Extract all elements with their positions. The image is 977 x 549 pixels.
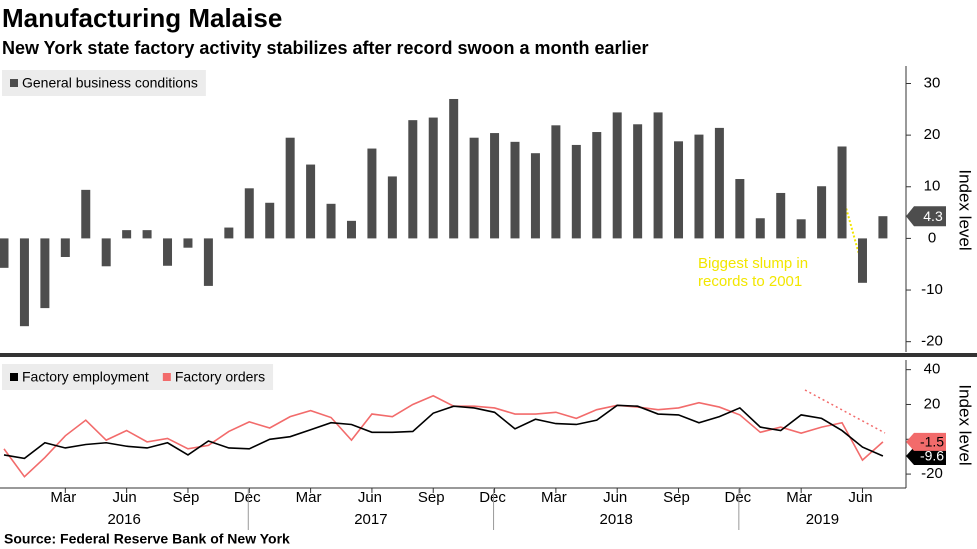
y-axis-label: Index level	[956, 169, 975, 250]
bar	[265, 202, 275, 239]
y-axis-label: Index level	[956, 384, 975, 465]
legend-swatch	[10, 79, 18, 87]
bar	[878, 216, 888, 239]
legend-label: Factory orders	[175, 369, 265, 385]
year-label: 2016	[107, 511, 140, 528]
bar	[817, 186, 827, 239]
year-label: 2019	[806, 511, 839, 528]
legend: General business conditions	[2, 70, 206, 96]
y-tick-label: 20	[924, 126, 941, 143]
bar	[735, 179, 745, 239]
bar	[633, 124, 643, 239]
x-tick-label: Jun	[358, 489, 382, 506]
bar	[60, 238, 70, 257]
bar	[306, 164, 316, 239]
value-tag	[906, 446, 946, 465]
value-tag-label: -1.5	[920, 434, 944, 450]
value-tag-label: 4.3	[923, 208, 943, 224]
x-tick-label: Jun	[848, 489, 872, 506]
bar	[592, 132, 602, 239]
y-tick-label: 40	[924, 361, 941, 378]
legend-swatch	[10, 373, 18, 381]
series-line	[3, 394, 884, 478]
y-tick-label: 0	[928, 229, 936, 246]
value-tag-label: -9.6	[920, 448, 944, 464]
bar	[367, 148, 377, 239]
bar	[40, 238, 50, 309]
bar	[776, 192, 786, 239]
legend-swatch	[162, 373, 171, 381]
y-tick-label: -10	[921, 281, 943, 298]
panel-divider	[0, 353, 977, 357]
bar	[163, 238, 173, 266]
x-tick-label: Sep	[418, 489, 445, 506]
bar	[612, 112, 622, 239]
legend: Factory employment Factory orders	[2, 364, 274, 390]
bar	[81, 189, 91, 239]
x-tick-label: Mar	[786, 489, 812, 506]
bar	[449, 98, 459, 239]
bar	[674, 141, 684, 239]
bar	[510, 141, 520, 239]
legend-bg	[2, 70, 206, 96]
bar	[101, 238, 111, 267]
chart-subtitle: New York state factory activity stabiliz…	[2, 38, 649, 58]
x-tick-label: Dec	[234, 489, 261, 506]
source: Source: Federal Reserve Bank of New York	[4, 531, 290, 547]
bar	[244, 188, 254, 239]
x-tick-label: Mar	[541, 489, 567, 506]
bar	[203, 238, 213, 286]
x-tick-label: Sep	[663, 489, 690, 506]
x-tick-label: Jun	[113, 489, 137, 506]
x-tick-label: Mar	[296, 489, 322, 506]
y-tick-label: -20	[921, 333, 943, 350]
trend-arrow	[804, 389, 886, 434]
bar	[857, 238, 867, 283]
legend-bg	[2, 364, 274, 390]
bar	[0, 238, 9, 268]
x-tick-label: Dec	[479, 489, 506, 506]
bar	[387, 176, 397, 239]
bar	[19, 238, 29, 327]
x-tick-label: Dec	[724, 489, 751, 506]
legend-label: General business conditions	[22, 75, 198, 91]
y-tick-label: -20	[921, 465, 943, 482]
bar	[326, 203, 336, 239]
bar	[714, 127, 724, 239]
annotation: Biggest slump in records to 2001	[698, 255, 808, 290]
bar	[285, 137, 295, 239]
x-tick-label: Sep	[173, 489, 200, 506]
year-label: 2018	[600, 511, 633, 528]
chart-title: Manufacturing Malaise	[2, 3, 282, 33]
bar	[530, 153, 540, 239]
x-tick-label: Jun	[603, 489, 627, 506]
bar	[571, 144, 581, 239]
bar	[755, 218, 765, 239]
bar	[408, 120, 418, 239]
bar	[428, 117, 438, 239]
year-label: 2017	[354, 511, 387, 528]
bar	[653, 112, 663, 239]
y-tick-label: 30	[924, 74, 941, 91]
bar	[694, 134, 704, 239]
series-line	[3, 404, 884, 460]
bar	[796, 219, 806, 239]
bar	[183, 238, 193, 248]
bar	[122, 230, 132, 239]
bar	[551, 125, 561, 239]
bar	[837, 146, 847, 239]
x-tick-label: Mar	[50, 489, 76, 506]
y-tick-label: 10	[924, 178, 941, 195]
bar	[224, 227, 234, 239]
bar	[346, 220, 356, 239]
bar	[490, 133, 500, 239]
bar	[469, 137, 479, 239]
legend-label: Factory employment	[22, 369, 149, 385]
value-tag	[906, 432, 946, 451]
bar	[142, 230, 152, 239]
y-tick-label: 20	[924, 395, 941, 412]
value-tag	[906, 206, 946, 227]
